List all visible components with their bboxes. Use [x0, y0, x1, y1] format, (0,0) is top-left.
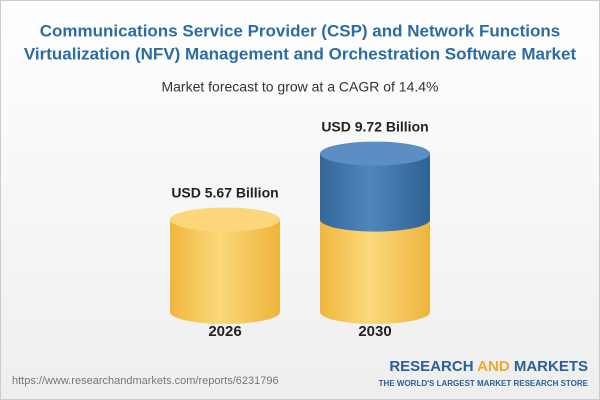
chart-title: Virtualization (NFV) Management and Orch…	[24, 44, 577, 63]
value-label: USD 9.72 Billion	[321, 118, 428, 134]
brand-word: RESEARCH	[389, 358, 473, 375]
x-tick-label: 2030	[358, 323, 391, 340]
cylinder-top	[170, 207, 280, 232]
brand-word: MARKETS	[514, 358, 588, 375]
value-label: USD 5.67 Billion	[171, 184, 278, 200]
cylinder-top	[320, 141, 430, 166]
cylinder	[170, 207, 280, 324]
chart-title: Communications Service Provider (CSP) an…	[40, 21, 561, 40]
cylinder-body	[320, 219, 430, 312]
cylinder-bottom	[320, 300, 430, 324]
source-url: https://www.researchandmarkets.com/repor…	[12, 375, 279, 387]
brand-logo: RESEARCH AND MARKETS	[389, 358, 588, 375]
chart-subtitle: Market forecast to grow at a CAGR of 14.…	[161, 79, 438, 95]
brand-word: AND	[477, 358, 510, 375]
cylinder	[320, 141, 430, 324]
cylinder-body	[170, 219, 280, 312]
x-tick-label: 2026	[208, 323, 241, 340]
brand-tagline: THE WORLD'S LARGEST MARKET RESEARCH STOR…	[379, 379, 589, 388]
cylinder-growth-edge	[320, 207, 430, 232]
cylinder-bottom	[170, 300, 280, 324]
